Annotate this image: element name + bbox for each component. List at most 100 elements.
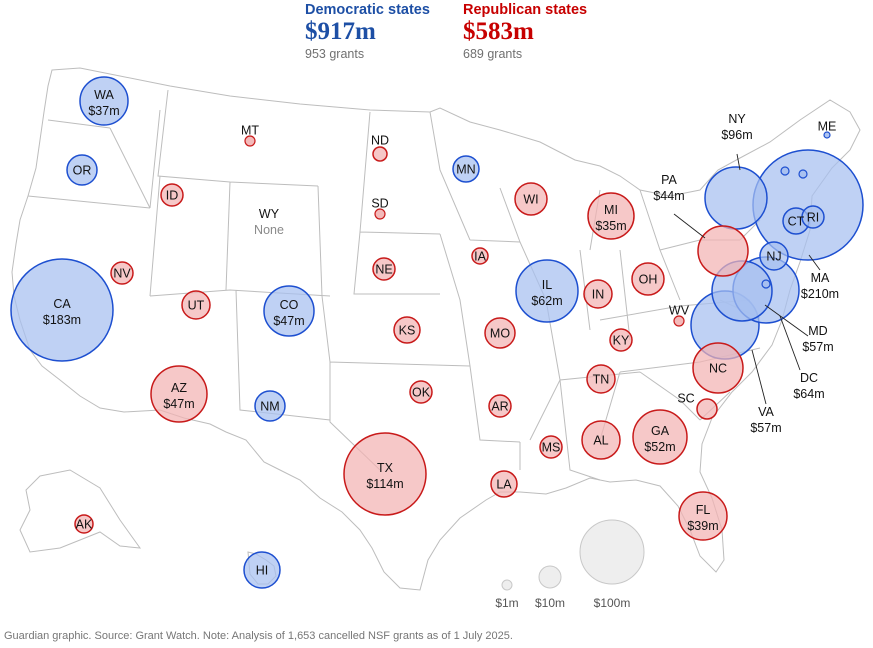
bubble-ca (10, 258, 114, 362)
bubble-ok (409, 380, 433, 404)
size-legend: $1m $10m $100m (495, 519, 645, 610)
bubble-ky (609, 328, 633, 352)
label-id: ID (166, 189, 179, 203)
republican-amount: $583m (463, 18, 534, 45)
bubble-ak (74, 514, 94, 534)
label-nc: NC (709, 362, 727, 376)
state-bubbles (10, 76, 864, 589)
democratic-amount: $917m (305, 18, 376, 45)
legend-label-1: $1m (495, 596, 518, 610)
bubble-oh (631, 262, 665, 296)
amount-tx: $114m (366, 477, 403, 491)
bubble-ri (801, 205, 825, 229)
bubble-ar (488, 394, 512, 418)
label-ne: NE (375, 263, 392, 277)
bubble-mi (587, 192, 635, 240)
label-mo: MO (490, 327, 510, 341)
leader-va (751, 349, 767, 405)
label-ia: IA (474, 250, 486, 264)
legend-circle-2 (538, 565, 562, 589)
republican-title: Republican states (463, 2, 588, 18)
bubble-nm (254, 390, 286, 422)
bubble-co (263, 285, 315, 337)
leader-pa (673, 213, 706, 239)
label-sd: SD (371, 197, 388, 211)
bubble-hi (243, 551, 281, 589)
bubble-mt (244, 135, 256, 147)
bubble-mn (452, 155, 480, 183)
label-ar: AR (491, 400, 508, 414)
label-tx: TX (377, 461, 394, 475)
bubble-il (515, 259, 579, 323)
democratic-grants: 953 grants (305, 47, 365, 61)
bubble-ia (471, 247, 489, 265)
leader-dc (779, 315, 801, 371)
label-hi: HI (256, 564, 269, 578)
bubble-al (581, 420, 621, 460)
label-ga: GA (651, 424, 670, 438)
label-ma: MA (811, 271, 830, 285)
legend-label-3: $100m (594, 596, 631, 610)
leader-ma (808, 254, 821, 271)
label-il: IL (542, 278, 552, 292)
state-labels: WA $37m OR CA $183m NV ID MT WY None UT CO $47m AZ $47… (43, 88, 839, 578)
republican-summary: Republican states $583m 689 grants (463, 2, 587, 61)
amount-ny: $96m (721, 128, 752, 142)
bubble-de (761, 279, 771, 289)
label-dc: DC (800, 371, 818, 385)
label-wy: WY (259, 207, 280, 221)
leader-lines (673, 153, 821, 405)
label-al: AL (593, 434, 608, 448)
label-pa: PA (661, 173, 677, 187)
label-ak: AK (76, 518, 93, 532)
bubble-tx (343, 432, 427, 516)
label-wi: WI (523, 193, 538, 207)
label-la: LA (496, 478, 512, 492)
label-mi: MI (604, 203, 618, 217)
label-wa: WA (94, 88, 114, 102)
bubble-ny (704, 166, 768, 230)
bubble-nd (372, 146, 388, 162)
bubble-in (583, 279, 613, 309)
amount-ma: $210m (801, 287, 839, 301)
label-ri: RI (807, 211, 820, 225)
bubble-tn (586, 364, 616, 394)
republican-grants: 689 grants (463, 47, 523, 61)
label-mt: MT (241, 124, 259, 138)
amount-mi: $35m (595, 219, 626, 233)
legend-circle-1 (501, 579, 513, 591)
bubble-az (150, 365, 208, 423)
label-nv: NV (113, 267, 131, 281)
label-ok: OK (412, 386, 431, 400)
democratic-summary: Democratic states $917m 953 grants (305, 2, 430, 61)
label-ks: KS (399, 324, 416, 338)
legend-circle-3 (579, 519, 645, 585)
label-md: MD (808, 324, 827, 338)
bubble-ms (539, 435, 563, 459)
label-me: ME (818, 120, 837, 134)
bubble-sc (696, 398, 718, 420)
amount-dc: $64m (793, 387, 824, 401)
label-ms: MS (542, 441, 561, 455)
label-va: VA (758, 405, 774, 419)
bubble-la (490, 470, 518, 498)
label-co: CO (280, 298, 299, 312)
legend-label-2: $10m (535, 596, 565, 610)
amount-va: $57m (750, 421, 781, 435)
label-ca: CA (53, 297, 71, 311)
us-map: WA $37m OR CA $183m NV ID MT WY None UT CO $47m AZ $47… (10, 67, 864, 610)
amount-ca: $183m (43, 313, 81, 327)
label-or: OR (73, 164, 92, 178)
bubble-wi (514, 182, 548, 216)
label-ky: KY (613, 334, 630, 348)
amount-pa: $44m (653, 189, 684, 203)
bubble-ga (632, 409, 688, 465)
bubble-fl (678, 491, 728, 541)
amount-ga: $52m (644, 440, 675, 454)
amount-az: $47m (163, 397, 194, 411)
tiny-markers (244, 131, 831, 327)
bubble-vt (780, 166, 790, 176)
alaska-outline (19, 469, 142, 553)
amount-fl: $39m (687, 519, 718, 533)
amount-co: $47m (273, 314, 304, 328)
